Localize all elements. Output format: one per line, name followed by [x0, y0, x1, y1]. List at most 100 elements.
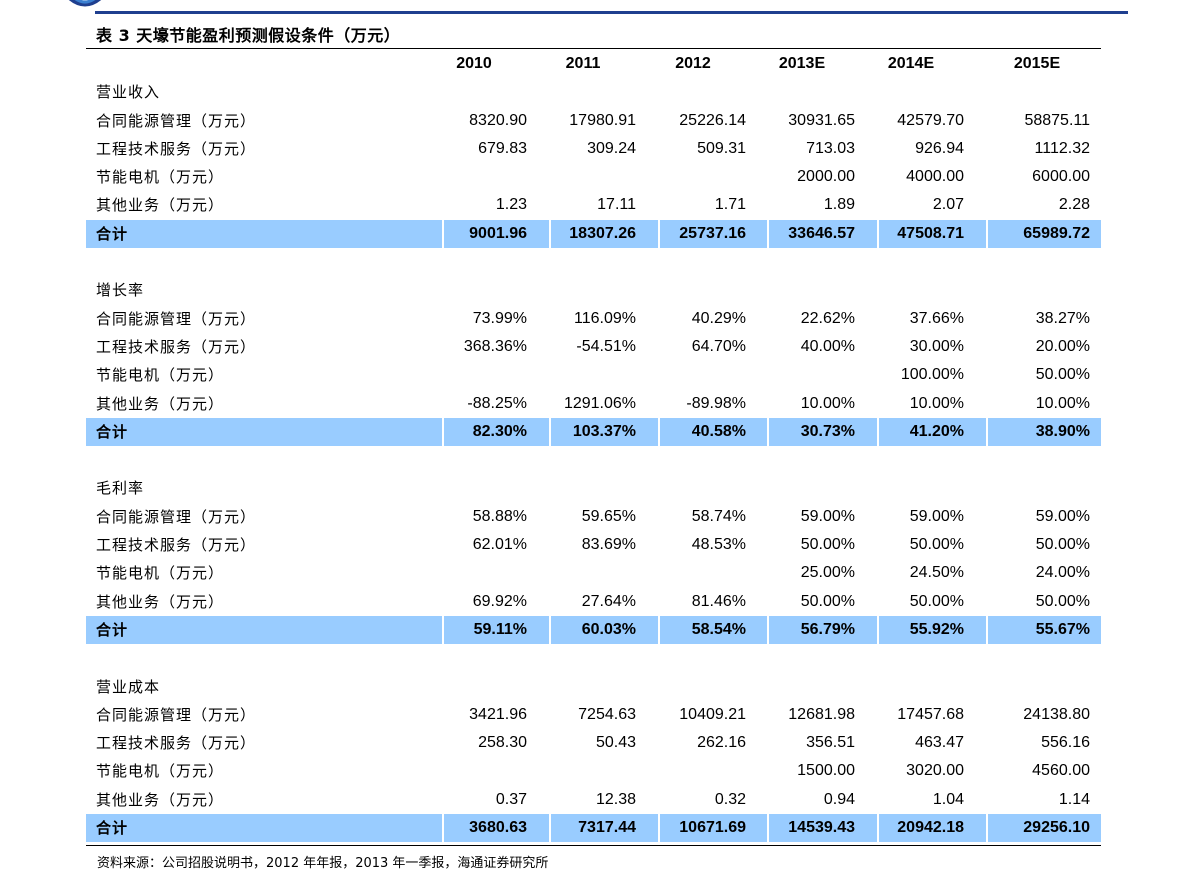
table-cell: 58.74% — [691, 507, 746, 525]
table-cell: 22.62% — [800, 309, 855, 327]
table-cell: 2.07 — [932, 196, 964, 214]
table-cell: 59.00% — [1035, 507, 1090, 525]
spacer-row — [86, 446, 1101, 474]
cell-divider — [986, 615, 988, 645]
total-cell: 56.79% — [800, 620, 855, 638]
table-cell: 50.00% — [1035, 592, 1090, 610]
table-cell: 679.83 — [478, 139, 527, 157]
table-cell: 10409.21 — [679, 705, 746, 723]
table-cell: 0.94 — [823, 790, 855, 808]
table-cell: 50.00% — [909, 536, 964, 554]
table-cell: -54.51% — [576, 337, 636, 355]
header-rule — [95, 11, 1128, 14]
table-cell: 1.23 — [495, 196, 527, 214]
total-row: 合计 9001.96 18307.26 25737.16 33646.57 47508.7… — [86, 219, 1101, 249]
section-header-row: 营业收入 — [86, 78, 1101, 106]
table-cell: 58.88% — [472, 507, 527, 525]
total-label: 合计 — [96, 819, 129, 838]
table-cell: 2.28 — [1058, 196, 1090, 214]
cell-divider — [658, 814, 660, 843]
table-cell: 3421.96 — [469, 705, 527, 723]
total-row: 合计 59.11% 60.03% 58.54% 56.79% 55.92% 55.67% — [86, 615, 1101, 645]
table-cell: 12681.98 — [788, 705, 855, 723]
cell-divider — [986, 417, 988, 447]
table-cell: 1.04 — [932, 790, 964, 808]
total-row: 合计 82.30% 103.37% 40.58% 30.73% 41.20% 38.90% — [86, 417, 1101, 447]
cell-divider — [658, 417, 660, 447]
table-cell: 42579.70 — [897, 111, 964, 129]
table-cell: 10.00% — [800, 394, 855, 412]
cell-divider — [986, 219, 988, 249]
total-cell: 10671.69 — [679, 819, 746, 837]
cell-divider — [767, 417, 769, 447]
table-cell: 59.00% — [800, 507, 855, 525]
cell-divider — [442, 219, 444, 249]
table-cell: 1.89 — [823, 196, 855, 214]
total-cell: 40.58% — [691, 422, 746, 440]
row-label: 其他业务（万元） — [96, 790, 225, 809]
cell-divider — [658, 219, 660, 249]
table-cell: 40.29% — [691, 309, 746, 327]
table-cell: 81.46% — [691, 592, 746, 610]
cell-divider — [767, 814, 769, 843]
table-cell: 6000.00 — [1032, 168, 1090, 186]
cell-divider — [549, 814, 551, 843]
total-cell: 60.03% — [581, 620, 636, 638]
table-cell: 83.69% — [581, 536, 636, 554]
cell-divider — [986, 814, 988, 843]
table-cell: 50.00% — [1035, 366, 1090, 384]
section-title: 营业收入 — [96, 83, 161, 102]
cell-divider — [767, 219, 769, 249]
row-label: 节能电机（万元） — [96, 366, 225, 385]
table-cell: 17.11 — [597, 196, 636, 214]
row-label: 节能电机（万元） — [96, 762, 225, 781]
table-cell: 1291.06% — [563, 394, 636, 412]
forecast-table: 2010 2011 2012 2013E 2014E 2015E 营业收入 合同能源管理（万元… — [86, 50, 1101, 843]
total-cell: 25737.16 — [679, 224, 746, 242]
table-cell: 258.30 — [478, 734, 527, 752]
spacer-row — [86, 644, 1101, 672]
table-cell: 1500.00 — [797, 762, 855, 780]
section-header-row: 增长率 — [86, 276, 1101, 304]
cell-divider — [877, 219, 879, 249]
table-cell: 37.66% — [909, 309, 964, 327]
total-cell: 55.92% — [909, 620, 964, 638]
table-row: 工程技术服务（万元） 679.83 309.24 509.31 713.03 926.94… — [86, 135, 1101, 163]
table-cell: 8320.90 — [469, 111, 527, 129]
table-cell: 368.36% — [463, 337, 527, 355]
cell-divider — [549, 615, 551, 645]
table-cell: 24138.80 — [1023, 705, 1090, 723]
table-cell: 17980.91 — [569, 111, 636, 129]
table-cell: 64.70% — [691, 337, 746, 355]
table-cell: 0.32 — [714, 790, 746, 808]
table-cell: 59.65% — [581, 507, 636, 525]
table-cell: 50.43 — [595, 734, 636, 752]
cell-divider — [877, 417, 879, 447]
table-row: 合同能源管理（万元） 58.88% 59.65% 58.74% 59.00% 59.00%… — [86, 503, 1101, 531]
table-cell: 262.16 — [697, 734, 746, 752]
cell-divider — [549, 219, 551, 249]
table-cell: 926.94 — [915, 139, 964, 157]
table-cell: 309.24 — [587, 139, 636, 157]
column-header: 2015E — [1013, 55, 1061, 72]
table-cell: 24.50% — [909, 564, 964, 582]
total-cell: 14539.43 — [788, 819, 855, 837]
table-row: 节能电机（万元） 100.00% 50.00% — [86, 361, 1101, 389]
row-label: 合同能源管理（万元） — [96, 705, 257, 724]
table-cell: 48.53% — [691, 536, 746, 554]
row-label: 合同能源管理（万元） — [96, 507, 257, 526]
table-cell: 50.00% — [800, 592, 855, 610]
total-label: 合计 — [96, 224, 129, 243]
table-cell: 50.00% — [909, 592, 964, 610]
table-cell: 12.38 — [595, 790, 636, 808]
table-cell: 556.16 — [1041, 734, 1090, 752]
total-cell: 3680.63 — [469, 819, 527, 837]
total-cell: 30.73% — [800, 422, 855, 440]
table-cell: 356.51 — [806, 734, 855, 752]
table-cell: 30931.65 — [788, 111, 855, 129]
column-header: 2013E — [778, 55, 826, 72]
total-label: 合计 — [96, 620, 129, 639]
table-cell: 25226.14 — [679, 111, 746, 129]
cell-divider — [658, 615, 660, 645]
table-cell: 40.00% — [800, 337, 855, 355]
